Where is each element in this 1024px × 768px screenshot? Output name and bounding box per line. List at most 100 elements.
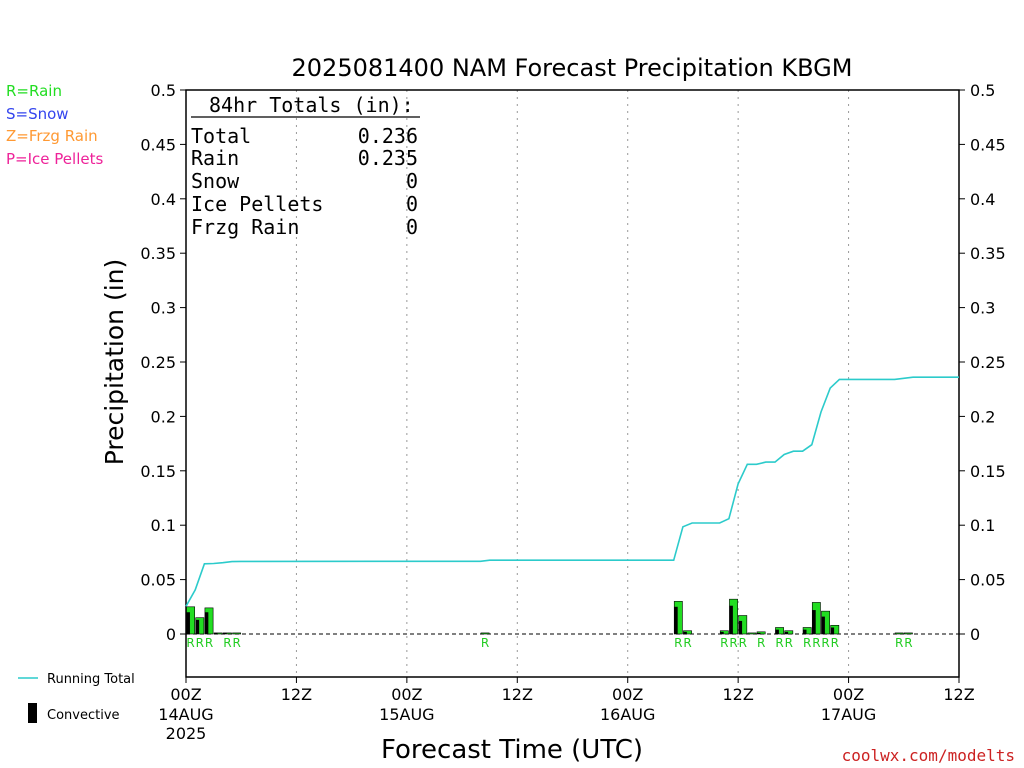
series-legend: Running Total Convective xyxy=(18,672,135,723)
y-tick-label: 0.45 xyxy=(140,135,176,154)
precip-type-label: R xyxy=(729,636,737,650)
y-tick-label: 0.35 xyxy=(140,244,176,263)
x-tick-label: 12Z xyxy=(502,685,533,704)
y-tick-label-right: 0.3 xyxy=(970,299,995,318)
convective-bar xyxy=(674,606,678,634)
running-total-line xyxy=(185,376,959,607)
convective-swatch xyxy=(28,703,37,723)
y-tick-label: 0.15 xyxy=(140,462,176,481)
convective-bar xyxy=(223,632,227,634)
precip-type-label: R xyxy=(904,636,912,650)
x-tick-date: 17AUG xyxy=(821,705,876,724)
precip-bar xyxy=(480,632,490,635)
legend-snow: S=Snow xyxy=(6,105,69,123)
precip-bar xyxy=(903,632,913,635)
x-axis-label: Forecast Time (UTC) xyxy=(381,735,643,765)
convective-bar xyxy=(812,610,816,634)
convective-bar xyxy=(195,619,200,634)
convective-bar xyxy=(729,605,733,634)
convective-bar xyxy=(821,616,825,634)
y-tick-label-right: 0.45 xyxy=(970,135,1006,154)
x-tick-date: 14AUG xyxy=(158,705,213,724)
precip-type-label: R xyxy=(757,636,765,650)
y-axis-label: Precipitation (in) xyxy=(100,259,129,466)
precip-type-label: R xyxy=(812,636,820,650)
y-tick-label: 0.3 xyxy=(151,299,176,318)
totals-value-rain: 0.235 xyxy=(358,146,418,170)
convective-bar xyxy=(204,612,209,634)
precip-type-label: R xyxy=(775,636,783,650)
legend-frzg-rain: Z=Frzg Rain xyxy=(6,127,98,145)
precip-type-label: R xyxy=(785,636,793,650)
convective-legend-label: Convective xyxy=(47,708,120,723)
totals-heading: 84hr Totals (in): xyxy=(209,93,414,117)
precip-bar xyxy=(894,632,904,635)
totals-label-rain: Rain xyxy=(191,146,239,170)
precip-type-label: R xyxy=(895,636,903,650)
legend-ice-pellets: P=Ice Pellets xyxy=(6,150,103,168)
totals-value-snow: 0 xyxy=(406,169,418,193)
x-tick-label: 00Z xyxy=(170,685,201,704)
plot-frame xyxy=(185,89,960,678)
precip-type-label: R xyxy=(481,636,489,650)
x-tick-date: 15AUG xyxy=(379,705,434,724)
type-legend: R=Rain S=Snow Z=Frzg Rain P=Ice Pellets xyxy=(6,82,103,168)
totals-label-ice-pellets: Ice Pellets xyxy=(191,192,323,216)
x-tick-label: 00Z xyxy=(833,685,864,704)
vertical-gridlines xyxy=(295,90,850,677)
convective-bar xyxy=(214,632,218,634)
totals-value-frzg-rain: 0 xyxy=(406,215,418,239)
precip-type-label: R xyxy=(223,636,231,650)
y-tick-label-right: 0.5 xyxy=(970,81,995,100)
y-tick-label: 0.05 xyxy=(140,571,176,590)
running-total-legend-label: Running Total xyxy=(47,672,135,687)
y-tick-label-right: 0.25 xyxy=(970,353,1006,372)
precip-bars xyxy=(186,598,913,635)
watermark: coolwx.com/modelts xyxy=(842,746,1015,765)
precip-type-label: R xyxy=(720,636,728,650)
precip-bar xyxy=(747,632,757,635)
convective-bar xyxy=(720,631,724,634)
totals-label-snow: Snow xyxy=(191,169,240,193)
precip-type-label: R xyxy=(683,636,691,650)
totals-value-ice-pellets: 0 xyxy=(406,192,418,216)
legend-rain: R=Rain xyxy=(6,82,62,100)
y-tick-label: 0.25 xyxy=(140,353,176,372)
x-tick-year: 2025 xyxy=(166,724,207,743)
convective-bar xyxy=(775,629,779,634)
convective-bar xyxy=(186,612,190,634)
convective-bar xyxy=(803,629,807,634)
right-y-axis: 0 0.05 0.1 0.15 0.2 0.25 0.3 0.35 0.4 0.45 0.5 xyxy=(959,81,1006,644)
y-tick-label: 0.2 xyxy=(151,407,176,426)
precip-type-label: R xyxy=(739,636,747,650)
x-tick-label: 00Z xyxy=(612,685,643,704)
totals-label-total: Total xyxy=(191,124,251,148)
y-tick-label: 0 xyxy=(166,625,176,644)
precip-bar xyxy=(232,632,242,635)
precip-type-label: R xyxy=(232,636,240,650)
y-tick-label-right: 0.2 xyxy=(970,407,995,426)
chart-title: 2025081400 NAM Forecast Precipitation KB… xyxy=(292,54,853,82)
x-tick-label: 12Z xyxy=(281,685,312,704)
convective-bar xyxy=(757,632,761,634)
precip-type-label: R xyxy=(205,636,213,650)
y-tick-label-right: 0.15 xyxy=(970,462,1006,481)
x-tick-label: 00Z xyxy=(391,685,422,704)
y-tick-label-right: 0.35 xyxy=(970,244,1006,263)
x-tick-label: 12Z xyxy=(722,685,753,704)
totals-label-frzg-rain: Frzg Rain xyxy=(191,215,299,239)
totals-value-total: 0.236 xyxy=(358,124,418,148)
left-y-axis: 0 0.05 0.1 0.15 0.2 0.25 0.3 0.35 0.4 0.45 0.5 xyxy=(140,81,186,644)
y-tick-label-right: 0.4 xyxy=(970,190,995,209)
precip-type-label: R xyxy=(831,636,839,650)
convective-bar xyxy=(683,631,687,634)
precip-type-label: R xyxy=(674,636,682,650)
precip-type-label: R xyxy=(186,636,194,650)
y-tick-label: 0.1 xyxy=(151,516,176,535)
precip-type-label: R xyxy=(821,636,829,650)
y-tick-label: 0.5 xyxy=(151,81,176,100)
y-tick-label-right: 0.1 xyxy=(970,516,995,535)
x-tick-date: 16AUG xyxy=(600,705,655,724)
